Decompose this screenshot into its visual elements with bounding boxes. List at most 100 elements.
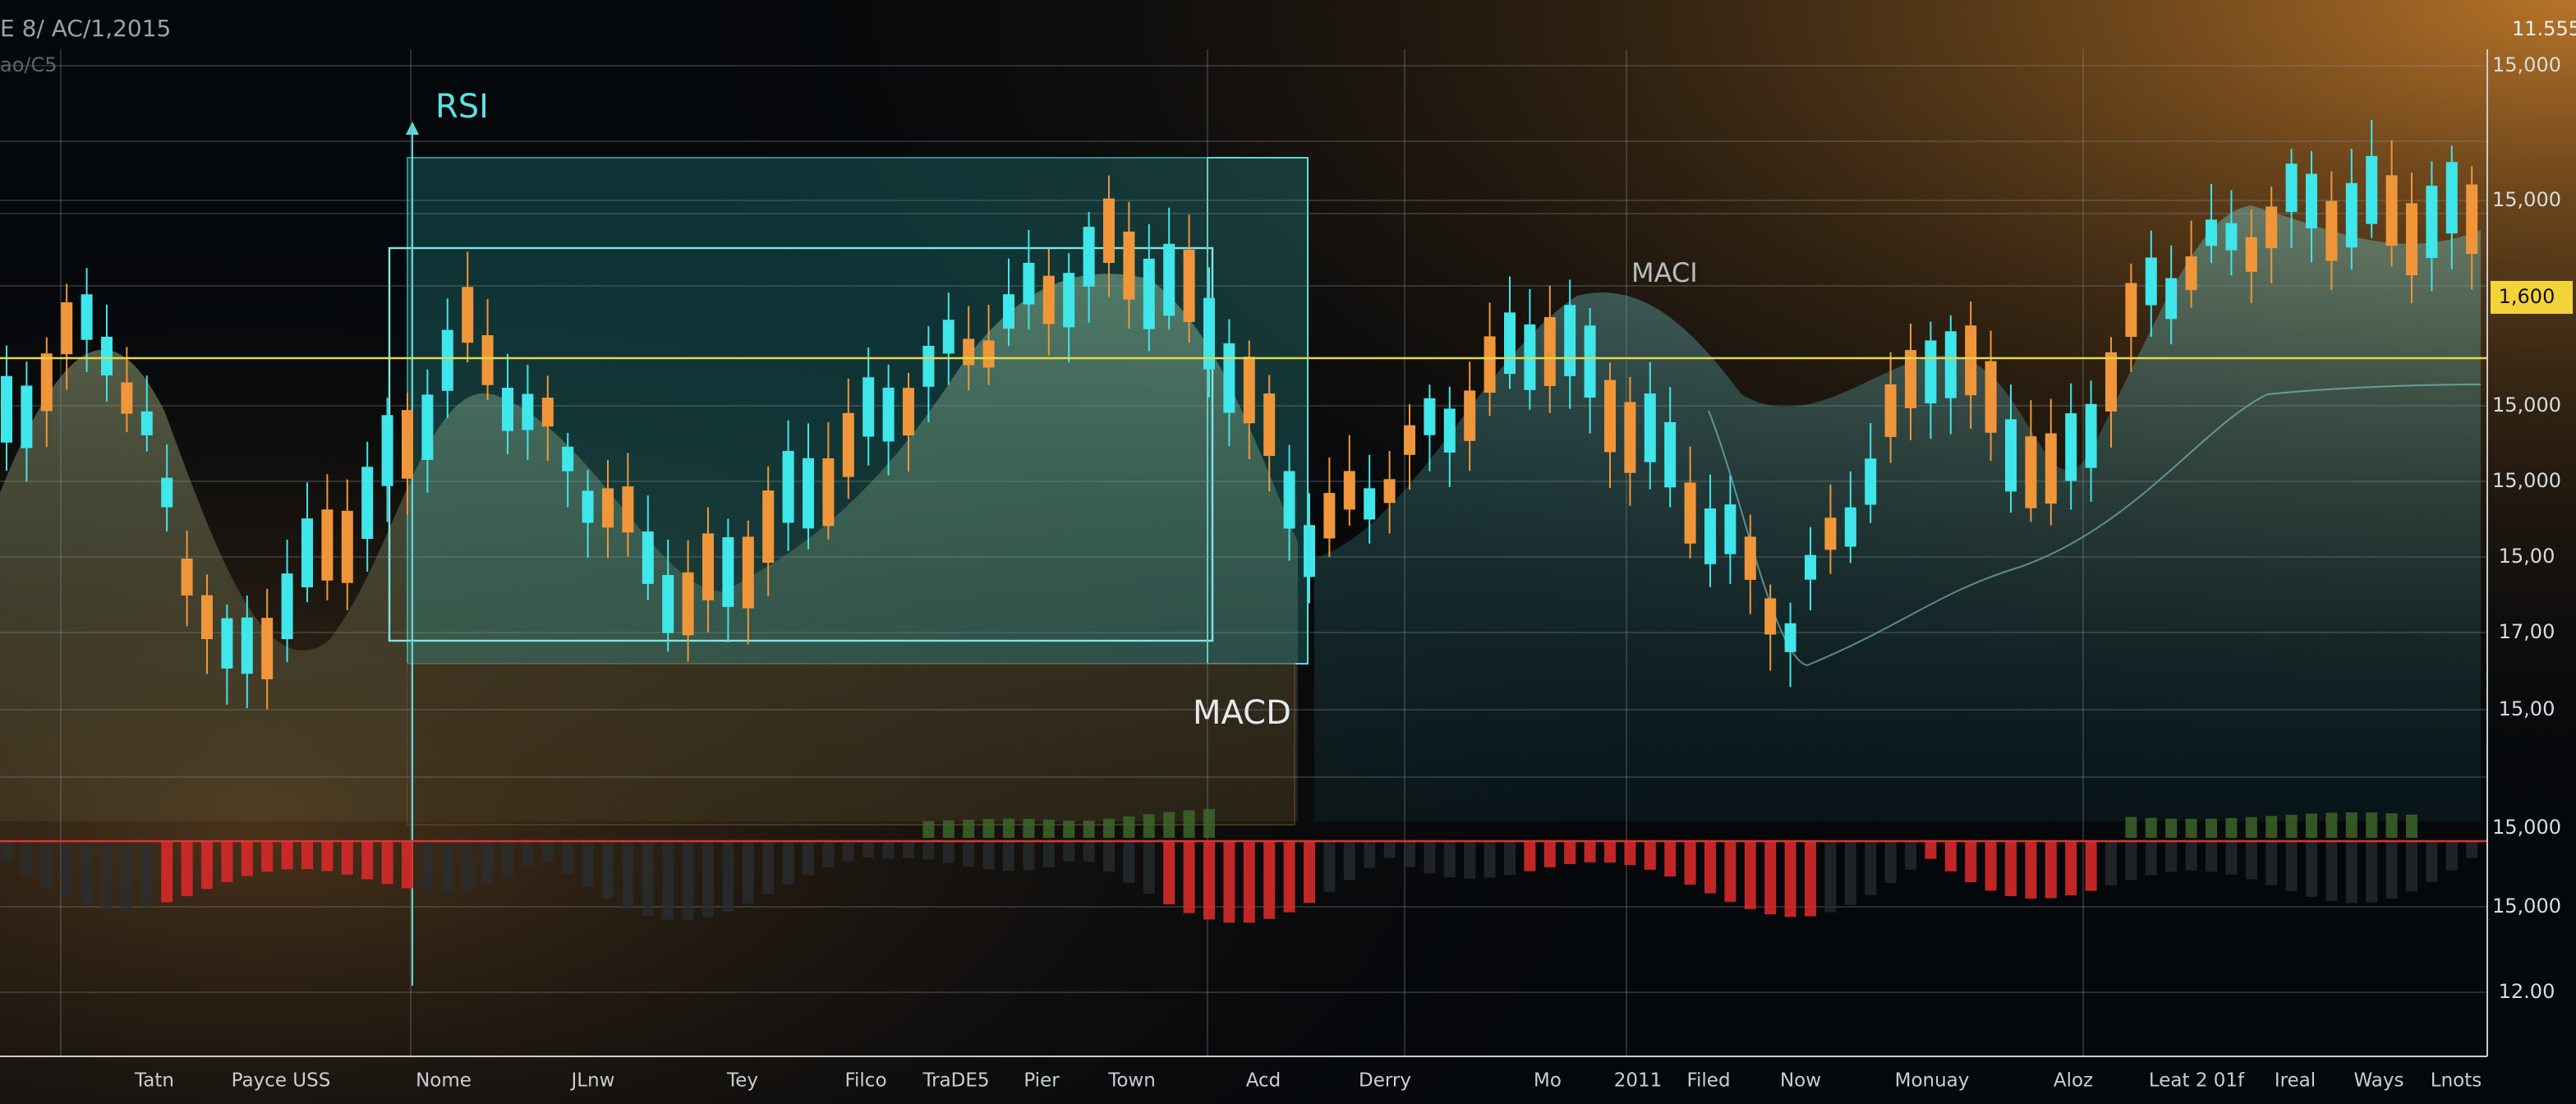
histogram-bar (2225, 817, 2238, 838)
histogram-bar (2345, 841, 2358, 904)
histogram-bar (2285, 814, 2298, 838)
candle (842, 412, 854, 477)
candle (1123, 231, 1135, 300)
candle (803, 458, 814, 529)
x-axis-label: Ways (2354, 1070, 2404, 1092)
candle (2225, 223, 2238, 251)
x-axis-label: Now (1780, 1070, 1821, 1092)
histogram-bar (762, 841, 775, 895)
histogram-bar (1343, 841, 1355, 881)
histogram-bar (1543, 841, 1556, 867)
histogram-bar (140, 841, 153, 908)
x-axis-label: Derry (1359, 1070, 1411, 1092)
histogram-bar (2466, 841, 2478, 858)
candle (1784, 623, 1796, 652)
candle (1183, 249, 1195, 322)
candle (2125, 283, 2137, 338)
histogram-bar (1985, 841, 1997, 891)
histogram-bar (261, 841, 274, 872)
histogram-bar (982, 819, 995, 838)
histogram-bar (2225, 841, 2238, 875)
histogram-bar (181, 841, 193, 896)
candle (502, 388, 513, 431)
candle (21, 385, 33, 448)
histogram-bar (1183, 841, 1195, 913)
candle (1203, 297, 1215, 370)
histogram-bar (1764, 841, 1777, 915)
candle (2025, 436, 2037, 508)
histogram-bar (1805, 841, 1816, 917)
histogram-bar (1464, 841, 1476, 879)
histogram-bar (2385, 813, 2398, 838)
histogram-bar (2065, 841, 2077, 896)
candle (140, 411, 153, 435)
candle (221, 618, 233, 669)
candle (1263, 393, 1276, 457)
histogram-bar (982, 841, 995, 870)
histogram-bar (803, 841, 814, 876)
histogram-bar (903, 841, 914, 858)
histogram-bar (1023, 818, 1035, 838)
histogram-bar (1163, 841, 1175, 904)
histogram-bar (241, 841, 253, 876)
histogram-bar (1283, 841, 1295, 913)
x-axis-label: Filed (1686, 1070, 1730, 1092)
candle (1223, 343, 1235, 413)
candle (522, 393, 534, 430)
histogram-bar (2165, 841, 2178, 872)
histogram-bar (862, 841, 875, 858)
histogram-bar (1103, 818, 1115, 838)
candle (642, 531, 654, 584)
candle (2345, 182, 2358, 248)
histogram-bar (702, 841, 714, 918)
histogram-bar (1584, 841, 1596, 862)
candle (1584, 325, 1596, 398)
candle (1083, 227, 1095, 287)
candle (2245, 237, 2257, 272)
histogram-bar (221, 841, 233, 882)
histogram-bar (1824, 841, 1837, 913)
histogram-bar (1123, 841, 1135, 883)
x-axis-label: Lnots (2431, 1070, 2482, 1092)
histogram-bar (1, 841, 12, 862)
histogram-bar (2145, 841, 2157, 876)
candle (1103, 198, 1115, 264)
histogram-bar (1042, 819, 1055, 838)
histogram-bar (682, 841, 694, 921)
histogram-bar (2325, 812, 2338, 838)
histogram-bar (2406, 814, 2417, 838)
candle (1323, 493, 1336, 539)
candle (1042, 275, 1055, 324)
histogram-bar (21, 841, 33, 876)
candle (2466, 184, 2478, 255)
x-axis-label: Aloz (2054, 1070, 2093, 1092)
candle (882, 387, 895, 442)
candle (2406, 203, 2417, 276)
candle (1, 375, 12, 443)
candle (1824, 518, 1837, 550)
candle (2426, 186, 2438, 259)
histogram-bar (1042, 841, 1055, 867)
histogram-bar (582, 841, 594, 887)
candle (241, 617, 253, 674)
histogram-bar (462, 841, 474, 890)
x-axis-label: 2011 (1614, 1070, 1663, 1092)
candle (341, 510, 353, 583)
histogram-bar (2005, 841, 2017, 896)
histogram-bar (2125, 816, 2137, 838)
x-axis-label: Payce USS (232, 1070, 331, 1092)
histogram-bar (1784, 841, 1796, 918)
candle (1283, 471, 1295, 529)
candle (2045, 433, 2057, 504)
candles (1, 119, 2478, 710)
candle (1484, 336, 1496, 393)
x-axis-label: JLnw (570, 1070, 615, 1092)
histogram-bar (1203, 841, 1215, 920)
annotation-rsi: RSI (435, 88, 489, 126)
histogram (1, 808, 2478, 923)
corner-value: 11.555 (2512, 17, 2576, 40)
histogram-bar (963, 819, 975, 838)
histogram-bar (1664, 841, 1677, 877)
candle (1664, 421, 1677, 488)
candle (1404, 425, 1415, 455)
